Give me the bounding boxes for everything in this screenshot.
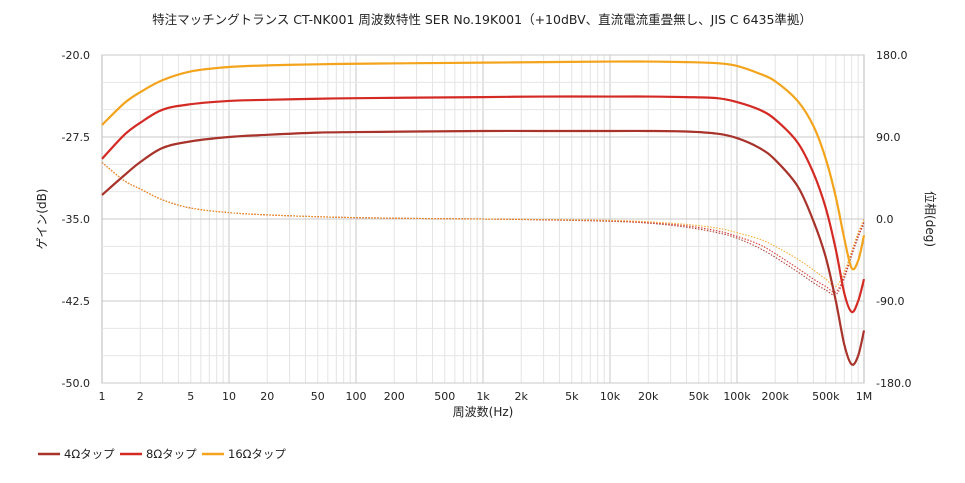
gain-line-4-tap bbox=[101, 129, 866, 366]
y-tick-label: -20.0 bbox=[62, 49, 90, 62]
x-tick-label: 100 bbox=[346, 390, 367, 403]
phase-line-8-tap bbox=[101, 162, 865, 293]
y-tick-label: -50.0 bbox=[62, 377, 90, 390]
x-tick-label: 5 bbox=[187, 390, 194, 403]
x-tick-label: 50k bbox=[689, 390, 710, 403]
legend-label: 8Ωタップ bbox=[146, 447, 197, 461]
y2-tick-label: 0.0 bbox=[876, 213, 894, 226]
x-tick-label: 500 bbox=[434, 390, 455, 403]
y-tick-label: -42.5 bbox=[62, 295, 90, 308]
y-tick-label: -35.0 bbox=[62, 213, 90, 226]
x-tick-label: 20k bbox=[638, 390, 659, 403]
x-tick-label: 50 bbox=[311, 390, 325, 403]
x-axis-ticks: 1 2 5 10 20 50 100 200 500 1k 2k 5k 10k 20k 50k 100k 200… bbox=[99, 390, 873, 403]
gain-series-group bbox=[101, 60, 866, 366]
legend: 4Ωタップ 8Ωタップ 16Ωタップ bbox=[38, 447, 286, 461]
legend-label: 16Ωタップ bbox=[228, 447, 286, 461]
x-tick-label: 100k bbox=[723, 390, 751, 403]
y2-tick-label: -90.0 bbox=[876, 295, 904, 308]
grid bbox=[102, 54, 864, 384]
legend-label: 4Ωタップ bbox=[64, 447, 115, 461]
x-tick-label: 20 bbox=[260, 390, 274, 403]
x-tick-label: 500k bbox=[812, 390, 840, 403]
x-tick-label: 200k bbox=[762, 390, 790, 403]
x-tick-label: 2k bbox=[515, 390, 529, 403]
gain-line-8-tap bbox=[101, 95, 866, 314]
y-axis-label: ゲイン(dB) bbox=[35, 189, 49, 250]
x-tick-label: 10k bbox=[600, 390, 621, 403]
chart-title: 特注マッチングトランス CT-NK001 周波数特性 SER No.19K001… bbox=[152, 12, 812, 27]
x-tick-label: 1k bbox=[476, 390, 490, 403]
gain-line-16-tap bbox=[101, 60, 866, 271]
y-axis-ticks: -20.0 -27.5 -35.0 -42.5 -50.0 bbox=[62, 49, 90, 390]
y-tick-label: -27.5 bbox=[62, 131, 90, 144]
y2-axis-ticks: 180.0 90.0 0.0 -90.0 -180.0 bbox=[876, 49, 911, 390]
y2-tick-label: -180.0 bbox=[876, 377, 911, 390]
y2-tick-label: 90.0 bbox=[876, 131, 901, 144]
x-tick-label: 200 bbox=[384, 390, 405, 403]
x-tick-label: 1M bbox=[856, 390, 873, 403]
y2-axis-label: 位相(deg) bbox=[923, 191, 938, 247]
x-tick-label: 5k bbox=[565, 390, 579, 403]
x-tick-label: 1 bbox=[99, 390, 106, 403]
x-tick-label: 10 bbox=[222, 390, 236, 403]
x-tick-label: 2 bbox=[137, 390, 144, 403]
y2-tick-label: 180.0 bbox=[876, 49, 908, 62]
x-axis-label: 周波数(Hz) bbox=[453, 404, 514, 419]
